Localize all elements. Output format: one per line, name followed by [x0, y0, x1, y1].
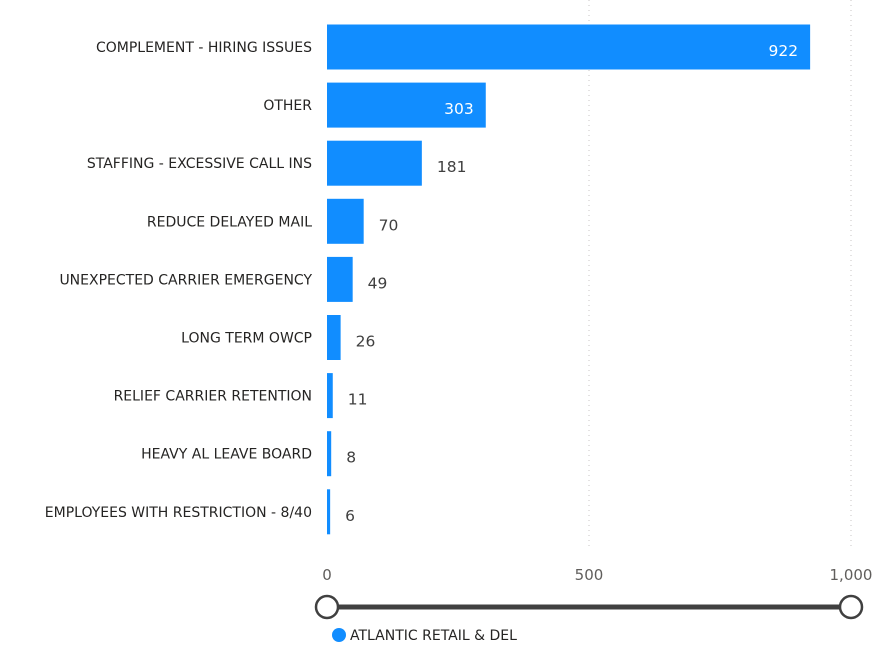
category-label: REDUCE DELAYED MAIL	[147, 214, 312, 230]
x-tick-label: 1,000	[830, 566, 873, 584]
bar[interactable]	[327, 82, 486, 128]
category-label: HEAVY AL LEAVE BOARD	[141, 447, 312, 463]
category-label: LONG TERM OWCP	[181, 331, 312, 347]
bars	[327, 24, 811, 535]
legend-label: ATLANTIC RETAIL & DEL	[350, 628, 517, 644]
value-labels: 922 303 181 70 49 26 11 8 6	[345, 42, 798, 525]
value-label: 922	[769, 42, 799, 60]
value-label: 6	[345, 507, 355, 525]
category-label: UNEXPECTED CARRIER EMERGENCY	[59, 272, 312, 288]
value-label: 11	[348, 391, 368, 409]
x-axis-ticks: 0 500 1,000	[322, 566, 872, 584]
value-label: 181	[437, 158, 467, 176]
zoom-slider[interactable]	[314, 594, 864, 620]
category-labels: COMPLEMENT - HIRING ISSUES OTHER STAFFING …	[45, 40, 313, 521]
value-label: 8	[346, 449, 356, 467]
category-label: EMPLOYEES WITH RESTRICTION - 8/40	[45, 505, 312, 521]
value-label: 26	[356, 333, 376, 351]
bar[interactable]	[327, 256, 353, 302]
category-label: STAFFING - EXCESSIVE CALL INS	[87, 156, 312, 172]
x-tick-label: 0	[322, 566, 332, 584]
value-label: 49	[368, 274, 388, 292]
legend: ATLANTIC RETAIL & DEL	[332, 628, 517, 644]
bar[interactable]	[327, 24, 811, 70]
bar[interactable]	[327, 373, 333, 419]
bar[interactable]	[327, 431, 332, 477]
slider-min-handle[interactable]	[314, 594, 340, 620]
bar[interactable]	[327, 198, 364, 244]
value-label: 70	[379, 216, 399, 234]
slider-max-handle[interactable]	[838, 594, 864, 620]
legend-marker	[332, 628, 346, 642]
bar[interactable]	[327, 489, 331, 535]
bar[interactable]	[327, 315, 341, 360]
bar[interactable]	[327, 140, 422, 186]
category-label: OTHER	[263, 98, 312, 114]
value-label: 303	[444, 100, 474, 118]
x-tick-label: 500	[575, 566, 604, 584]
category-label: RELIEF CARRIER RETENTION	[114, 389, 312, 405]
gridlines	[588, 0, 852, 550]
category-label: COMPLEMENT - HIRING ISSUES	[96, 40, 312, 56]
